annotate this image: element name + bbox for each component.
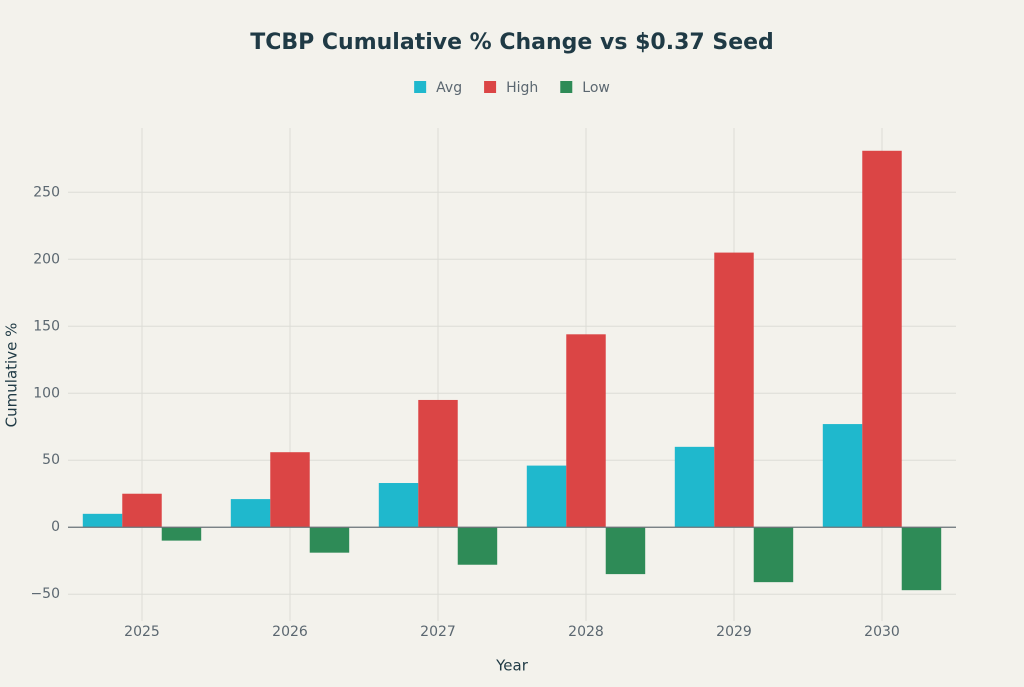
y-tick-label: 150 xyxy=(33,318,60,334)
bar xyxy=(714,252,754,528)
legend-swatch xyxy=(560,81,573,93)
legend-swatch xyxy=(484,81,497,93)
bar xyxy=(82,513,123,528)
legend: Avg High Low xyxy=(414,80,610,96)
x-tick-label: 2025 xyxy=(124,624,160,640)
bar xyxy=(161,527,202,541)
bar xyxy=(378,483,419,528)
bar xyxy=(605,527,646,575)
x-tick-label: 2027 xyxy=(420,624,456,640)
y-tick-label: 100 xyxy=(33,385,60,401)
legend-label: High xyxy=(506,80,538,96)
bar xyxy=(822,424,863,528)
x-tick-label: 2028 xyxy=(568,624,604,640)
x-axis-label: Year xyxy=(495,657,529,675)
bar xyxy=(457,527,498,565)
bar xyxy=(862,150,902,528)
bar xyxy=(566,334,606,528)
bar xyxy=(753,527,794,583)
x-tick-label: 2030 xyxy=(864,624,900,640)
y-tick-label: −50 xyxy=(30,586,60,602)
chart-title: TCBP Cumulative % Change vs $0.37 Seed xyxy=(250,30,774,55)
legend-label: Avg xyxy=(436,80,462,96)
bar xyxy=(674,446,715,528)
x-tick-label: 2026 xyxy=(272,624,308,640)
bar xyxy=(418,399,458,528)
y-tick-label: 200 xyxy=(33,251,60,267)
y-tick-label: 250 xyxy=(33,184,60,200)
x-tick-label: 2029 xyxy=(716,624,752,640)
bar xyxy=(122,493,162,528)
bar xyxy=(526,465,567,528)
legend-swatch xyxy=(414,81,427,93)
bar xyxy=(901,527,942,591)
bar xyxy=(309,527,350,553)
legend-label: Low xyxy=(582,80,610,96)
bar xyxy=(230,499,271,528)
bar xyxy=(270,452,310,528)
y-tick-label: 0 xyxy=(51,519,60,535)
y-axis-label: Cumulative % xyxy=(3,323,21,428)
y-tick-label: 50 xyxy=(42,452,60,468)
